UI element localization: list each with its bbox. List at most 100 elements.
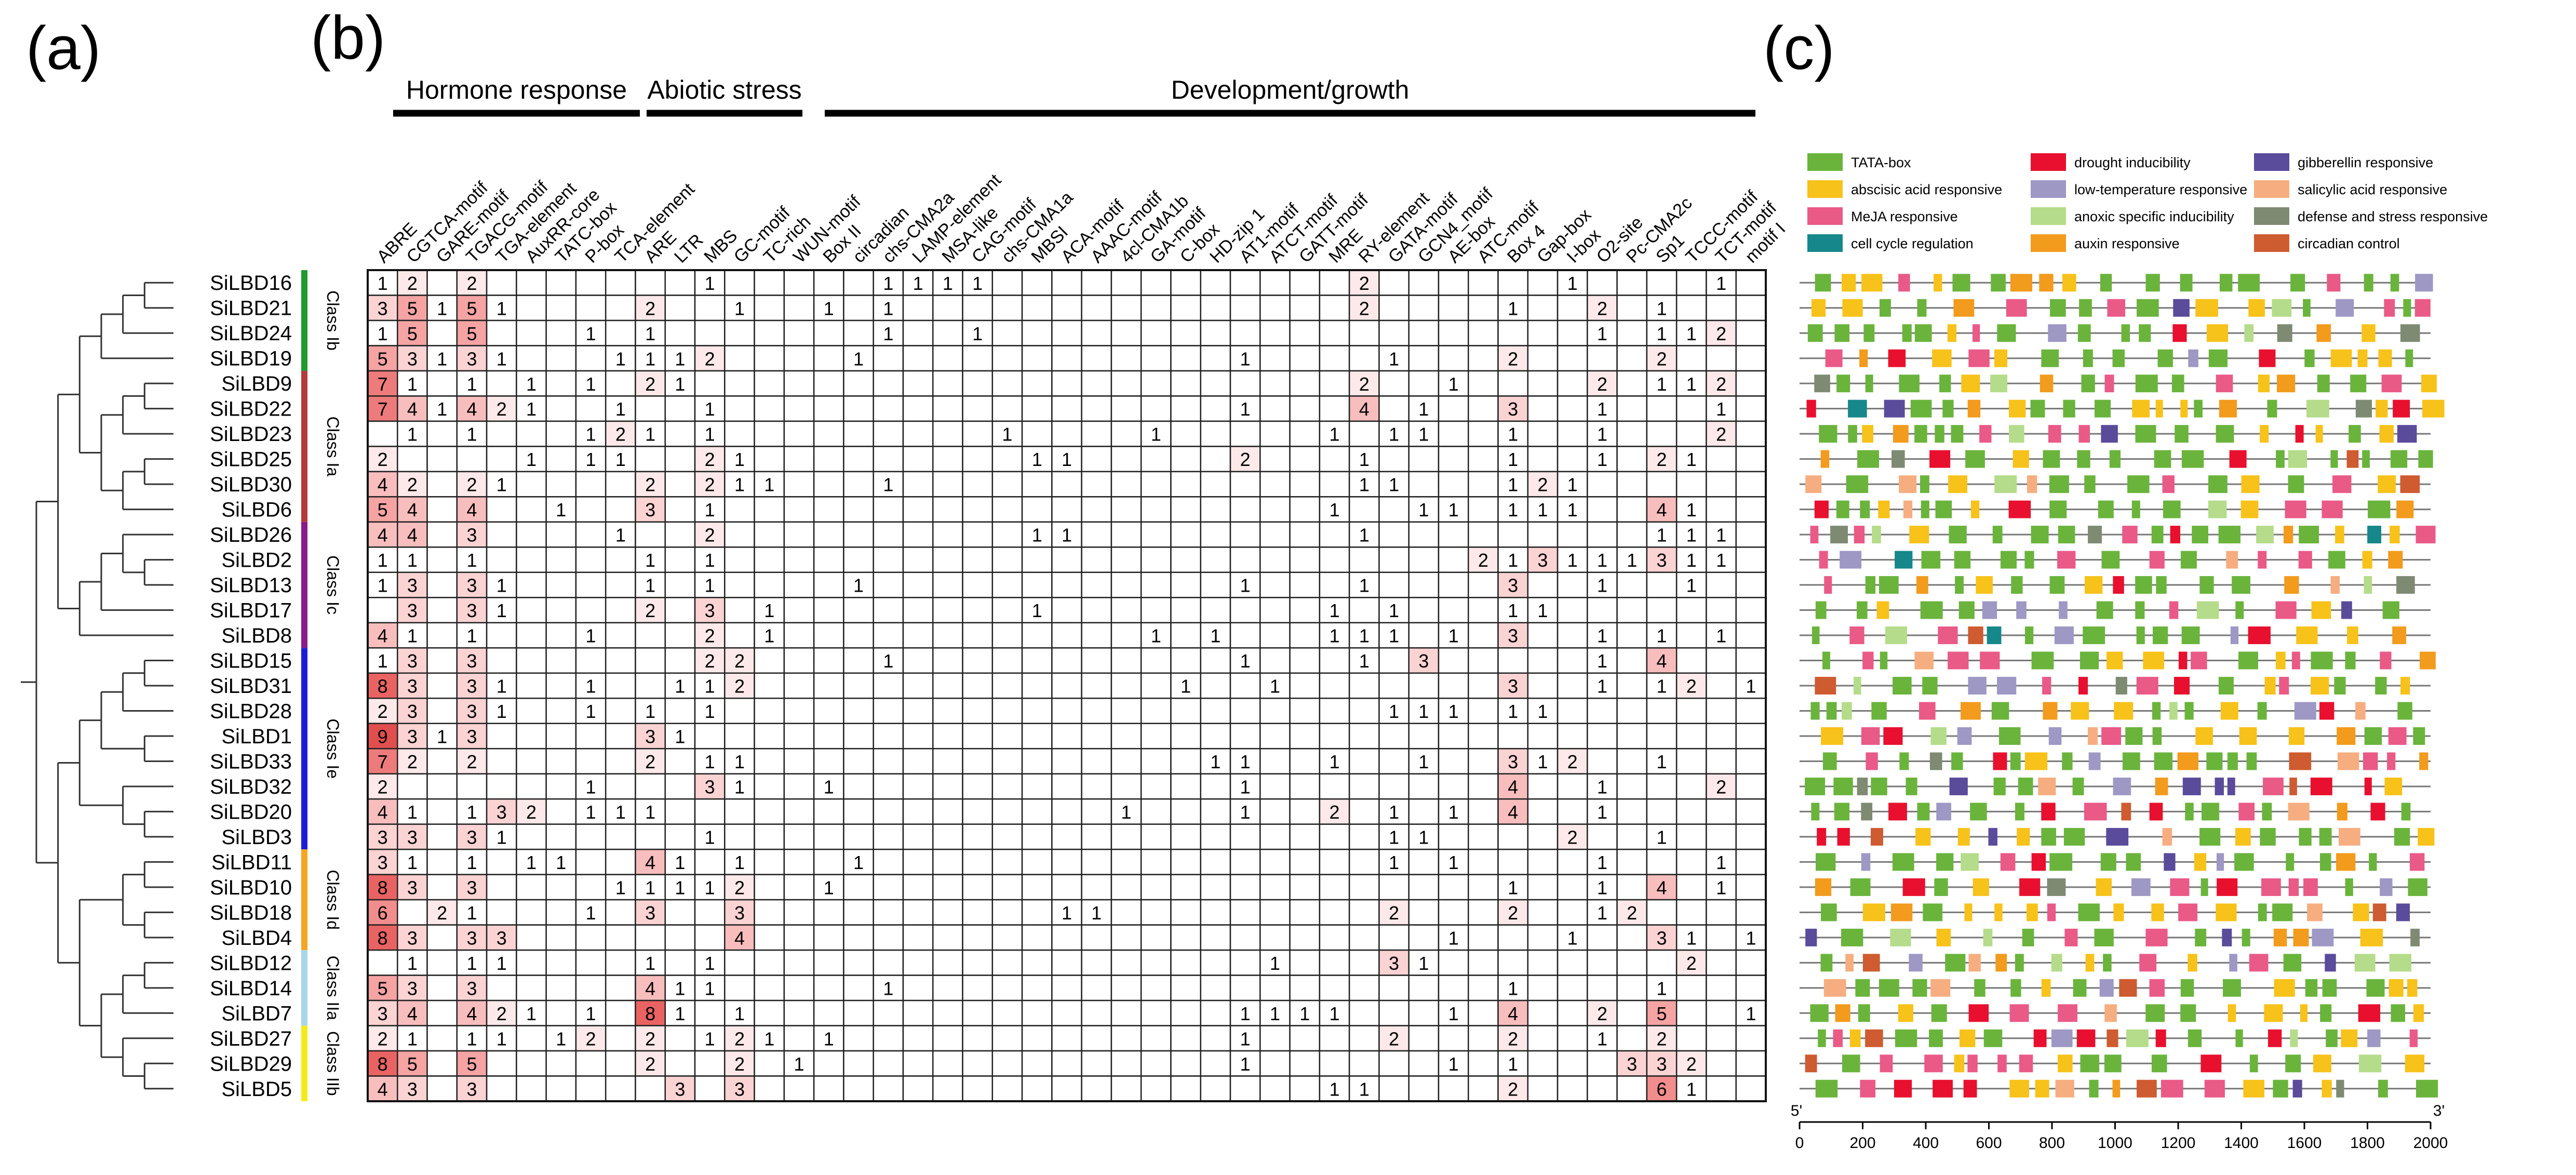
heat-cell [1497, 446, 1529, 473]
heat-cell [1289, 345, 1321, 372]
heat-cell [516, 496, 547, 523]
cis-element-box [2390, 450, 2408, 468]
legend-swatch [2031, 180, 2066, 198]
cis-element-box [1805, 1054, 1817, 1073]
heat-cell [1646, 798, 1678, 825]
cis-element-box [2232, 576, 2250, 594]
heat-cell [932, 597, 963, 624]
heat-cell [1081, 848, 1112, 875]
heat-cell [694, 798, 726, 825]
cell-value: 2 [1389, 902, 1399, 924]
cis-element-box [2227, 777, 2235, 795]
heat-cell [1706, 370, 1737, 397]
heat-cell [1319, 521, 1350, 548]
heat-cell [605, 949, 636, 976]
heat-cell [932, 571, 963, 598]
heat-cell [516, 345, 547, 372]
heat-cell [1706, 471, 1737, 498]
heat-cell [1408, 1075, 1440, 1102]
cis-element-box [2378, 475, 2396, 493]
heat-cell [635, 496, 666, 523]
heat-cell [783, 723, 815, 750]
cell-value: 1 [1389, 701, 1399, 722]
cell-value: 2 [1686, 676, 1697, 697]
heat-cell [843, 471, 874, 498]
cis-element-box [1842, 702, 1852, 720]
cell-value: 1 [1716, 852, 1726, 873]
cell-value: 1 [615, 449, 626, 470]
cis-element-box [2113, 576, 2124, 594]
heat-cell [902, 798, 934, 825]
heat-cell [575, 697, 607, 724]
heat-cell [1527, 924, 1559, 951]
heat-cell [605, 1075, 636, 1102]
heat-cell [486, 571, 517, 598]
cell-value: 1 [824, 298, 834, 319]
cell-value: 3 [1508, 575, 1518, 596]
heat-cell [1140, 672, 1172, 699]
heat-cell [902, 622, 934, 649]
heat-cell [545, 521, 577, 548]
heat-cell [1378, 949, 1410, 976]
cis-element-box [2085, 954, 2095, 972]
heat-cell [575, 747, 607, 775]
cell-value: 4 [407, 525, 418, 546]
heat-cell [1170, 496, 1201, 523]
cis-element-box [1997, 1054, 2007, 1073]
cis-element-box [2215, 777, 2224, 795]
heat-cell [1706, 899, 1737, 926]
cell-value: 3 [1389, 953, 1399, 974]
heat-cell [1200, 697, 1231, 724]
heat-cell [1348, 773, 1380, 800]
cis-element-box [1942, 399, 1954, 418]
cis-element-box [1983, 1029, 2003, 1047]
heat-cell [1706, 496, 1737, 523]
heat-cell [1497, 773, 1529, 800]
legend-swatch [1807, 153, 1843, 171]
cis-element-box [2382, 601, 2399, 619]
cis-element-box [2272, 299, 2292, 317]
cis-element-box [2081, 375, 2095, 393]
heat-cell [932, 622, 963, 649]
gene-label: SiLBD25 [210, 448, 292, 471]
cis-element-box [2181, 626, 2200, 645]
cis-element-box [2181, 450, 2204, 468]
cell-value: 1 [675, 373, 685, 395]
cis-element-box [2172, 324, 2187, 342]
heat-cell [1021, 773, 1053, 800]
cis-element-box [1884, 399, 1905, 418]
heat-cell [1229, 773, 1261, 800]
cell-value: 1 [734, 298, 745, 319]
cis-element-box [2008, 500, 2031, 518]
heat-cell [575, 597, 607, 624]
heat-cell [843, 999, 874, 1026]
heat-cell [1081, 773, 1112, 800]
cis-element-box [2084, 803, 2107, 821]
heat-cell [1229, 672, 1261, 699]
heat-cell [724, 345, 755, 372]
cell-value: 3 [1657, 1053, 1667, 1075]
cell-value: 1 [1180, 676, 1191, 697]
heat-cell [1675, 1050, 1707, 1077]
heat-cell [754, 269, 785, 296]
heat-cell [1497, 798, 1529, 825]
heat-cell [1170, 622, 1201, 649]
cis-element-box [2249, 1054, 2258, 1073]
cell-value: 3 [645, 726, 655, 747]
heat-cell [1735, 319, 1767, 346]
heat-cell [1081, 798, 1112, 825]
heat-cell [1110, 949, 1142, 976]
heat-cell [1587, 747, 1618, 775]
heat-cell [754, 521, 785, 548]
cis-element-box [2135, 375, 2158, 393]
cell-value: 1 [1686, 525, 1697, 546]
cell-value: 1 [437, 398, 447, 420]
heat-cell [1646, 597, 1678, 624]
cell-value: 2 [645, 751, 655, 772]
heat-cell [456, 1075, 488, 1102]
cell-value: 1 [1359, 449, 1370, 470]
cis-element-box [1850, 878, 1871, 896]
heat-cell [1140, 949, 1172, 976]
heat-cell [1289, 924, 1321, 951]
heat-cell [635, 345, 666, 372]
